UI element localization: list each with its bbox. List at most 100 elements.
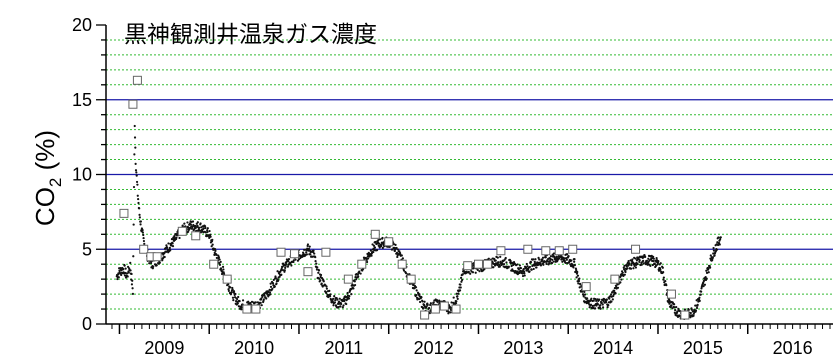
data-point	[236, 297, 239, 301]
data-point	[229, 286, 232, 289]
data-point	[458, 289, 462, 292]
data-point	[459, 286, 462, 289]
data-point	[619, 281, 622, 284]
data-point	[692, 312, 695, 315]
data-point	[259, 301, 262, 304]
data-point	[241, 299, 245, 302]
sample-square	[132, 75, 142, 85]
data-point	[391, 248, 394, 251]
data-point	[423, 300, 426, 303]
data-point	[638, 259, 641, 262]
ticks	[96, 24, 831, 334]
sample-square	[568, 244, 578, 254]
data-point	[122, 268, 125, 271]
data-point	[265, 297, 268, 300]
data-point	[525, 262, 528, 266]
data-point	[414, 286, 418, 289]
data-point	[287, 260, 290, 263]
data-point	[673, 303, 676, 306]
data-point	[133, 124, 136, 128]
data-point	[523, 274, 526, 277]
data-point	[621, 271, 624, 274]
data-point	[202, 227, 205, 230]
data-point	[422, 307, 425, 310]
sample-square	[152, 252, 162, 262]
data-point	[689, 316, 692, 319]
data-point	[583, 293, 587, 296]
data-point	[449, 311, 452, 314]
data-point	[402, 269, 406, 272]
sample-square	[541, 246, 551, 256]
data-point	[284, 266, 287, 269]
data-point	[418, 300, 422, 304]
data-point	[308, 245, 311, 248]
data-point	[594, 297, 597, 301]
data-point	[134, 169, 138, 172]
data-point	[596, 303, 600, 306]
sample-square	[128, 99, 138, 109]
data-point	[375, 249, 379, 252]
data-point	[198, 229, 201, 232]
data-point	[131, 292, 135, 295]
data-point	[432, 301, 435, 304]
data-point	[338, 297, 341, 300]
data-point	[139, 223, 142, 226]
data-point	[661, 266, 664, 269]
data-point	[325, 285, 328, 288]
data-point	[337, 300, 341, 303]
data-point	[498, 265, 501, 268]
data-point	[286, 265, 290, 268]
data-point	[700, 290, 703, 293]
data-point	[646, 263, 649, 266]
data-point	[196, 221, 199, 224]
data-point	[628, 262, 631, 265]
data-point	[532, 267, 535, 271]
data-point	[269, 293, 272, 296]
data-point	[712, 246, 715, 250]
data-point	[572, 266, 575, 269]
data-point	[345, 302, 348, 306]
data-point	[356, 273, 359, 276]
data-point	[236, 302, 239, 305]
data-point	[240, 308, 243, 311]
grid	[106, 39, 833, 310]
data-point	[576, 270, 579, 274]
sample-square	[631, 244, 641, 254]
data-point	[209, 235, 212, 238]
data-point	[340, 302, 343, 306]
data-point	[655, 257, 658, 260]
co2-continuous-series	[115, 124, 722, 320]
data-point	[499, 260, 502, 263]
data-point	[627, 260, 630, 263]
data-point	[218, 258, 221, 261]
data-point	[213, 248, 217, 251]
data-point	[709, 266, 712, 269]
data-point	[662, 278, 665, 281]
data-point	[454, 302, 458, 305]
data-point	[611, 298, 614, 301]
data-point	[616, 286, 620, 289]
data-point	[461, 273, 464, 276]
data-point	[127, 271, 130, 274]
data-point	[141, 231, 145, 234]
data-point	[280, 273, 283, 276]
data-point	[123, 264, 126, 267]
data-point	[522, 268, 525, 271]
data-point	[539, 264, 543, 267]
data-point	[135, 171, 138, 174]
data-point	[283, 269, 286, 272]
data-point	[388, 245, 391, 248]
data-point	[118, 269, 121, 272]
data-point	[608, 295, 612, 298]
sample-square	[370, 229, 380, 239]
data-point	[683, 308, 687, 311]
data-point	[532, 258, 535, 261]
data-point	[120, 269, 123, 272]
data-point	[280, 267, 283, 270]
data-point	[474, 271, 477, 274]
data-point	[707, 271, 710, 274]
data-point	[307, 247, 311, 250]
data-point	[670, 304, 673, 307]
x-tick-label: 2013	[503, 338, 543, 358]
